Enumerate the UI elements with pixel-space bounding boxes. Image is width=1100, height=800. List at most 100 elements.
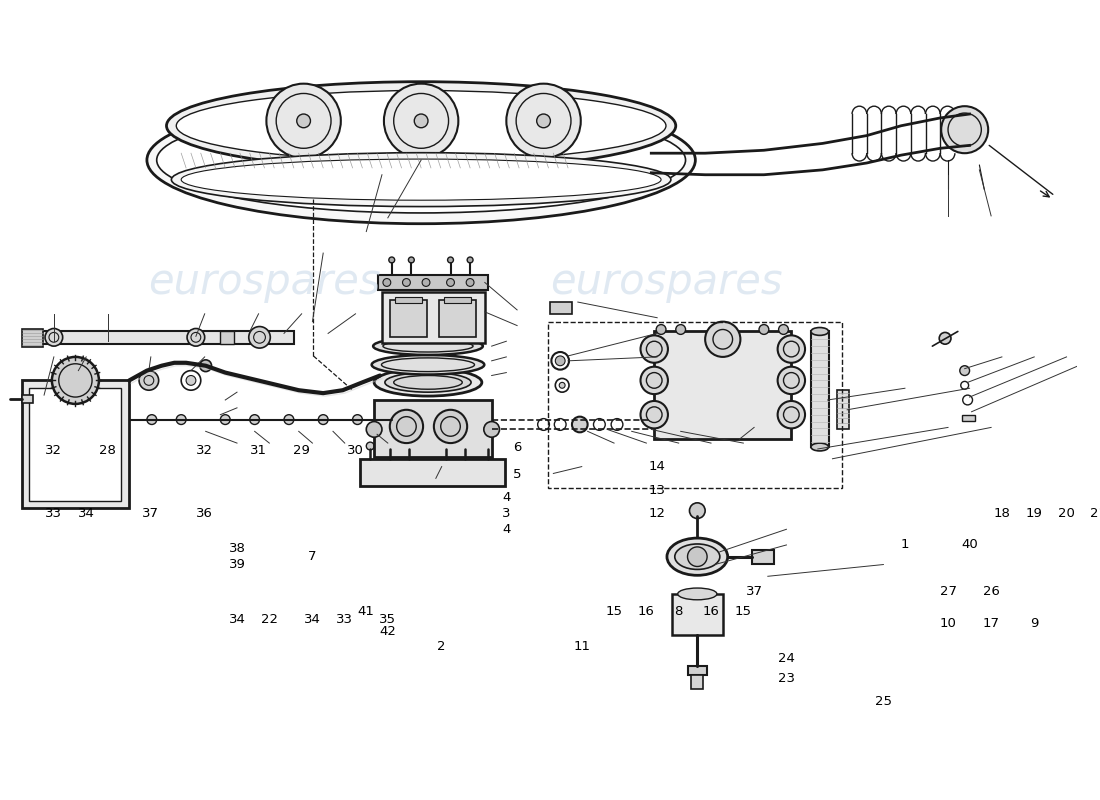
Text: 39: 39 bbox=[229, 558, 245, 571]
Bar bbox=[961, 414, 976, 421]
Text: 4: 4 bbox=[502, 522, 510, 536]
Circle shape bbox=[484, 442, 492, 450]
Text: 14: 14 bbox=[649, 460, 666, 473]
Text: 27: 27 bbox=[939, 586, 957, 598]
Text: 33: 33 bbox=[337, 613, 353, 626]
Circle shape bbox=[383, 278, 390, 286]
Text: 29: 29 bbox=[294, 445, 310, 458]
Text: 24: 24 bbox=[778, 652, 795, 665]
Circle shape bbox=[537, 114, 550, 128]
Circle shape bbox=[433, 410, 468, 443]
Text: 40: 40 bbox=[961, 538, 978, 551]
Circle shape bbox=[366, 442, 374, 450]
Text: 16: 16 bbox=[703, 605, 719, 618]
Circle shape bbox=[779, 325, 789, 334]
Circle shape bbox=[640, 335, 668, 362]
Ellipse shape bbox=[172, 153, 671, 206]
Text: 26: 26 bbox=[982, 586, 1000, 598]
Circle shape bbox=[690, 503, 705, 518]
Text: 33: 33 bbox=[45, 507, 63, 520]
Text: 19: 19 bbox=[1026, 507, 1043, 520]
Text: 34: 34 bbox=[304, 613, 321, 626]
Circle shape bbox=[657, 325, 665, 334]
Ellipse shape bbox=[182, 159, 661, 200]
Circle shape bbox=[461, 442, 469, 450]
Text: 20: 20 bbox=[1058, 507, 1075, 520]
Text: 38: 38 bbox=[229, 542, 245, 555]
Bar bbox=[550, 302, 572, 314]
Text: 2: 2 bbox=[438, 640, 446, 654]
Circle shape bbox=[284, 414, 294, 425]
Text: 12: 12 bbox=[649, 507, 666, 520]
Circle shape bbox=[366, 422, 382, 438]
Circle shape bbox=[415, 114, 428, 128]
Circle shape bbox=[448, 257, 453, 263]
Ellipse shape bbox=[385, 373, 471, 392]
Circle shape bbox=[468, 257, 473, 263]
Text: 32: 32 bbox=[45, 445, 63, 458]
Circle shape bbox=[484, 422, 499, 438]
Text: 35: 35 bbox=[379, 613, 396, 626]
Bar bbox=[378, 274, 487, 290]
Circle shape bbox=[939, 333, 952, 344]
Circle shape bbox=[466, 278, 474, 286]
Circle shape bbox=[778, 335, 805, 362]
Circle shape bbox=[572, 417, 587, 432]
Circle shape bbox=[942, 106, 988, 153]
Circle shape bbox=[147, 414, 156, 425]
Circle shape bbox=[220, 414, 230, 425]
Circle shape bbox=[778, 401, 805, 429]
Text: 41: 41 bbox=[358, 605, 375, 618]
Text: 17: 17 bbox=[982, 617, 1000, 630]
Circle shape bbox=[705, 322, 740, 357]
Text: 31: 31 bbox=[250, 445, 267, 458]
Bar bbox=[220, 331, 234, 344]
Bar bbox=[40, 331, 294, 344]
Circle shape bbox=[778, 366, 805, 394]
Text: 23: 23 bbox=[778, 672, 795, 685]
Text: 1: 1 bbox=[901, 538, 910, 551]
Bar bbox=[549, 322, 843, 488]
Circle shape bbox=[389, 410, 424, 443]
Text: 42: 42 bbox=[379, 625, 396, 638]
Circle shape bbox=[506, 84, 581, 158]
Circle shape bbox=[422, 278, 430, 286]
Circle shape bbox=[200, 360, 211, 371]
Bar bbox=[382, 292, 485, 343]
Text: 37: 37 bbox=[746, 586, 762, 598]
Text: 22: 22 bbox=[261, 613, 278, 626]
Bar bbox=[22, 329, 43, 347]
Text: eurospares: eurospares bbox=[550, 262, 782, 303]
Circle shape bbox=[297, 114, 310, 128]
Ellipse shape bbox=[166, 82, 675, 170]
Ellipse shape bbox=[674, 544, 719, 570]
Circle shape bbox=[318, 414, 328, 425]
Circle shape bbox=[442, 442, 450, 450]
Circle shape bbox=[403, 278, 410, 286]
Circle shape bbox=[249, 326, 271, 348]
Circle shape bbox=[386, 442, 394, 450]
Ellipse shape bbox=[811, 443, 828, 451]
Circle shape bbox=[52, 357, 99, 404]
Circle shape bbox=[559, 382, 565, 388]
Text: 37: 37 bbox=[142, 507, 160, 520]
Text: 21: 21 bbox=[1090, 507, 1100, 520]
Text: 18: 18 bbox=[993, 507, 1010, 520]
Text: 13: 13 bbox=[649, 484, 666, 497]
Text: 3: 3 bbox=[502, 507, 510, 520]
Ellipse shape bbox=[667, 538, 728, 575]
Circle shape bbox=[408, 257, 415, 263]
Circle shape bbox=[353, 414, 362, 425]
Bar bbox=[672, 594, 723, 635]
Bar bbox=[752, 550, 773, 563]
Ellipse shape bbox=[176, 90, 666, 161]
Text: 30: 30 bbox=[348, 445, 364, 458]
Bar bbox=[30, 388, 121, 501]
Bar bbox=[22, 395, 33, 403]
Text: 15: 15 bbox=[606, 605, 623, 618]
Text: 7: 7 bbox=[308, 550, 317, 563]
Bar bbox=[837, 390, 849, 430]
Bar bbox=[389, 300, 427, 338]
Ellipse shape bbox=[147, 96, 695, 224]
Ellipse shape bbox=[156, 107, 685, 213]
